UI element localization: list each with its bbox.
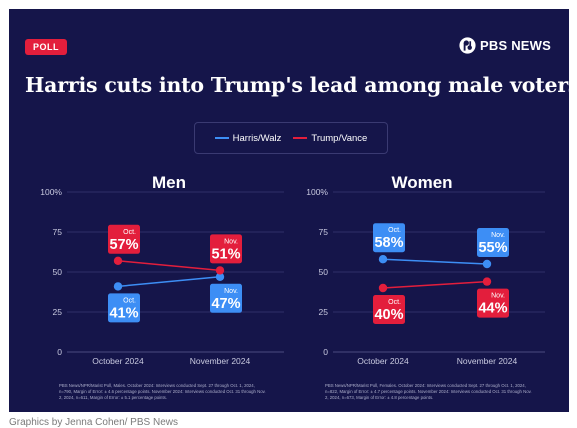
men-footnote: PBS News/NPR/Marist Poll, Males. October… <box>59 383 266 400</box>
charts-svg: 0 25 50 75 100% October 2024 November 2024 Oct.… <box>40 187 545 366</box>
men-x-tick-label: October 2024 <box>92 356 144 366</box>
women-data-label-box <box>477 288 509 318</box>
men-y-tick-label: 100% <box>40 187 62 197</box>
legend-item-harris: Harris/Walz <box>214 132 282 144</box>
men-data-label-period: Nov. <box>224 288 238 295</box>
men-data-label-period: Oct. <box>123 229 136 236</box>
graphics-credit: Graphics by Jenna Cohen/ PBS News <box>9 417 178 428</box>
women-y-tick-label: 25 <box>319 307 329 317</box>
legend-swatch-harris <box>214 137 229 139</box>
women-data-point <box>378 255 388 264</box>
women-footnote: PBS News/NPR/Marist Poll, Females. Octob… <box>325 383 532 400</box>
chart-legend: Harris/Walz Trump/Vance <box>194 122 388 154</box>
men-x-tick-label: November 2024 <box>190 356 251 366</box>
women-data-point <box>482 259 492 269</box>
poll-graphic-card: POLL PBS NEWS Harris cuts into Trump's l… <box>9 9 569 412</box>
men-data-point <box>113 256 123 265</box>
men-y-tick-label: 75 <box>53 227 63 237</box>
women-x-tick-label: October 2024 <box>357 356 409 366</box>
women-data-label-value: 44% <box>478 301 507 317</box>
men-data-label-box <box>108 293 140 323</box>
men-data-point <box>215 272 225 281</box>
men-data-label-value: 41% <box>109 305 138 321</box>
women-data-label-period: Nov. <box>491 232 505 239</box>
women-series-line-trump <box>382 280 488 289</box>
men-series-line-trump <box>117 260 221 272</box>
women-data-label-value: 40% <box>374 307 403 323</box>
men-data-point <box>113 282 123 291</box>
women-data-label-period: Nov. <box>491 293 505 300</box>
men-data-label-period: Oct. <box>123 297 136 304</box>
men-data-label-box <box>210 234 242 264</box>
women-data-label-value: 55% <box>478 240 507 256</box>
women-y-tick-label: 100% <box>306 187 328 197</box>
women-data-label-period: Oct. <box>388 227 401 234</box>
chart-headline: Harris cuts into Trump's lead among male… <box>25 73 569 97</box>
men-data-point <box>215 266 225 275</box>
men-series-line-harris <box>117 276 221 288</box>
poll-badge: POLL <box>25 39 67 55</box>
men-y-tick-label: 0 <box>57 347 62 357</box>
women-y-tick-label: 0 <box>323 347 328 357</box>
men-data-label-value: 47% <box>211 296 240 312</box>
women-data-point <box>482 277 492 286</box>
men-data-label-box <box>108 224 140 254</box>
women-data-label-value: 58% <box>374 235 403 251</box>
brand-name: PBS NEWS <box>480 38 551 53</box>
women-data-label-box <box>373 223 405 253</box>
men-data-label-value: 51% <box>211 246 240 262</box>
women-data-point <box>378 283 388 293</box>
pbs-logo-icon <box>459 37 476 54</box>
legend-label-harris: Harris/Walz <box>232 132 282 144</box>
women-data-label-period: Oct. <box>388 299 401 306</box>
men-panel-title: Men <box>152 173 186 192</box>
women-series-line-harris <box>382 258 488 265</box>
women-y-tick-label: 75 <box>319 227 329 237</box>
women-data-label-box <box>373 295 405 324</box>
legend-label-trump: Trump/Vance <box>311 132 368 144</box>
women-panel-title: Women <box>391 173 453 192</box>
men-data-label-period: Nov. <box>224 238 238 245</box>
women-x-tick-label: November 2024 <box>457 356 518 366</box>
legend-swatch-trump <box>293 137 308 139</box>
pbs-news-brand: PBS NEWS <box>459 37 551 54</box>
men-y-tick-label: 50 <box>53 267 63 277</box>
women-data-label-box <box>477 228 509 257</box>
men-data-label-box <box>210 283 242 313</box>
men-y-tick-label: 25 <box>53 307 63 317</box>
legend-item-trump: Trump/Vance <box>293 133 367 144</box>
women-y-tick-label: 50 <box>319 267 329 277</box>
men-data-label-value: 57% <box>109 237 138 253</box>
